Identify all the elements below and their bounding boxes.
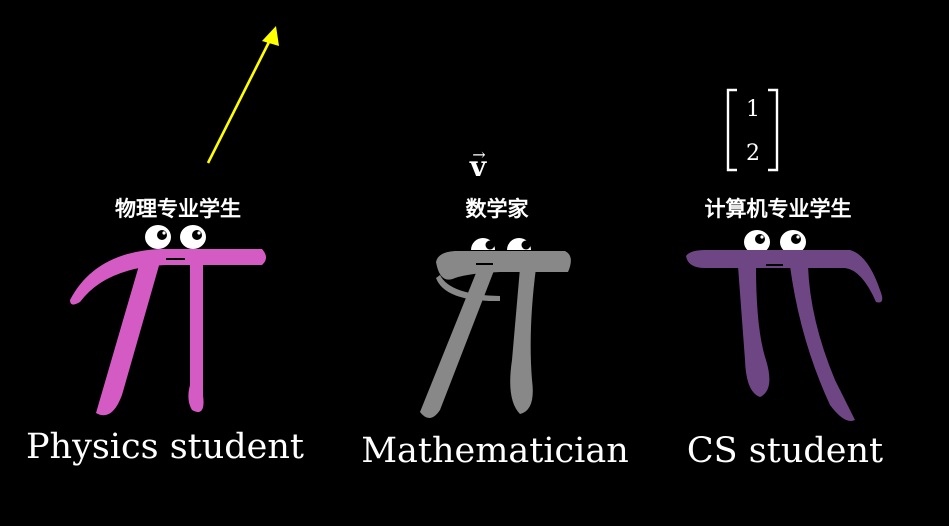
physics-label-en: Physics student [26,427,304,467]
math-eyes [471,238,531,250]
mathematician-group: v → 数学家 Mathematician [361,145,629,471]
math-pi-body [420,251,571,419]
vector-symbol: v → [469,145,487,183]
physics-label-cn: 物理专业学生 [115,197,241,221]
cs-label-cn: 计算机专业学生 [705,197,852,221]
vector-letter: v [469,150,487,183]
physics-arrow [206,26,279,164]
cs-label-en: CS student [687,431,883,471]
physics-student-group: 物理专业学生 Physics student [26,26,304,467]
cs-pi-body [686,250,883,421]
matrix-bottom-value: 2 [746,141,760,166]
math-label-cn: 数学家 [466,197,530,221]
cs-student-group: 1 2 计算机专业学生 CS student [686,88,883,471]
matrix-top-value: 1 [746,97,760,122]
physics-pi-body [70,249,266,416]
physics-eyes [145,225,206,249]
math-label-en: Mathematician [361,431,629,471]
vector-accent: → [472,145,485,164]
matrix-symbol: 1 2 [726,88,779,172]
cs-eyes [744,230,806,254]
